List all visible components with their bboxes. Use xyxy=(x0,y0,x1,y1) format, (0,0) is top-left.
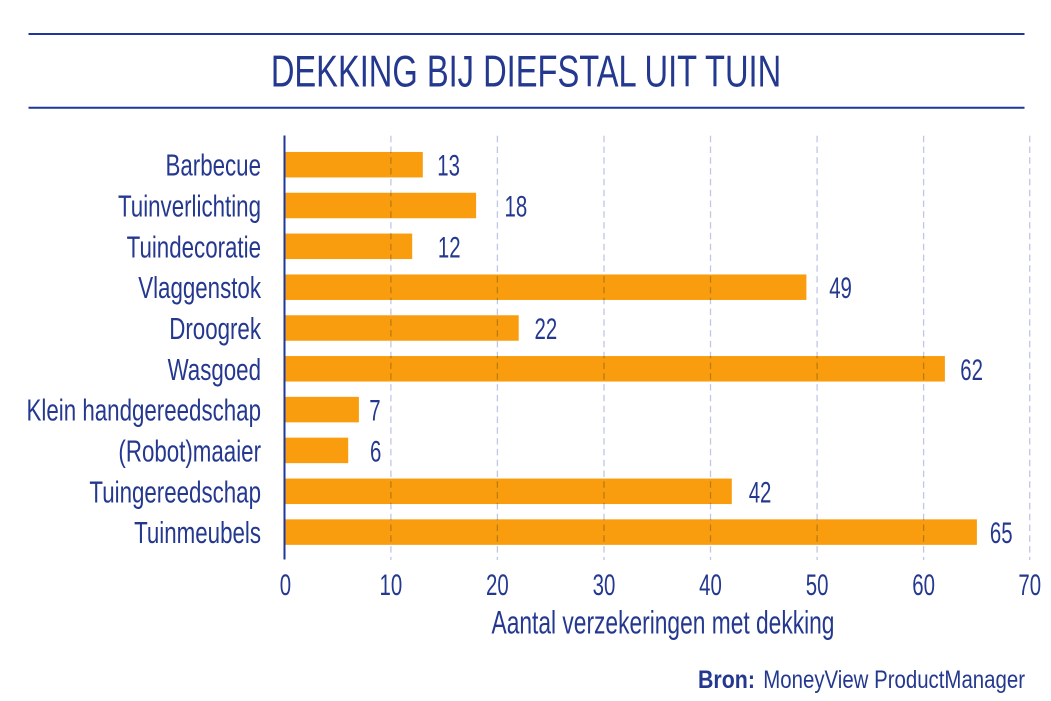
svg-text:Vlaggenstok: Vlaggenstok xyxy=(138,271,261,305)
svg-text:13: 13 xyxy=(437,150,460,183)
svg-text:Barbecue: Barbecue xyxy=(165,148,261,182)
svg-text:40: 40 xyxy=(699,569,722,602)
svg-text:(Robot)maaier: (Robot)maaier xyxy=(118,434,261,468)
svg-text:Bron:: Bron: xyxy=(698,665,755,693)
svg-text:70: 70 xyxy=(1018,569,1041,602)
svg-text:0: 0 xyxy=(280,569,291,602)
svg-text:Aantal verzekeringen met dekki: Aantal verzekeringen met dekking xyxy=(492,605,835,641)
svg-text:60: 60 xyxy=(912,569,935,602)
svg-text:MoneyView ProductManager: MoneyView ProductManager xyxy=(763,665,1025,693)
svg-text:DEKKING BIJ DIEFSTAL UIT TUIN: DEKKING BIJ DIEFSTAL UIT TUIN xyxy=(271,48,781,97)
svg-text:Klein handgereedschap: Klein handgereedschap xyxy=(27,393,261,427)
svg-text:Droogrek: Droogrek xyxy=(169,311,261,345)
svg-text:22: 22 xyxy=(535,313,558,346)
svg-text:7: 7 xyxy=(369,395,380,428)
svg-text:20: 20 xyxy=(486,569,509,602)
svg-text:18: 18 xyxy=(505,191,528,224)
svg-text:Tuinmeubels: Tuinmeubels xyxy=(134,516,261,550)
svg-text:Wasgoed: Wasgoed xyxy=(168,352,261,386)
svg-text:Tuingereedschap: Tuingereedschap xyxy=(89,475,261,509)
svg-text:62: 62 xyxy=(960,354,983,387)
svg-text:Tuindecoratie: Tuindecoratie xyxy=(127,230,261,264)
svg-text:42: 42 xyxy=(749,477,772,510)
svg-text:12: 12 xyxy=(438,232,461,265)
svg-text:10: 10 xyxy=(380,569,403,602)
svg-text:6: 6 xyxy=(370,436,381,469)
svg-text:Tuinverlichting: Tuinverlichting xyxy=(118,189,261,223)
svg-text:49: 49 xyxy=(829,272,852,305)
svg-text:65: 65 xyxy=(990,517,1013,550)
svg-text:30: 30 xyxy=(593,569,616,602)
svg-text:50: 50 xyxy=(806,569,829,602)
